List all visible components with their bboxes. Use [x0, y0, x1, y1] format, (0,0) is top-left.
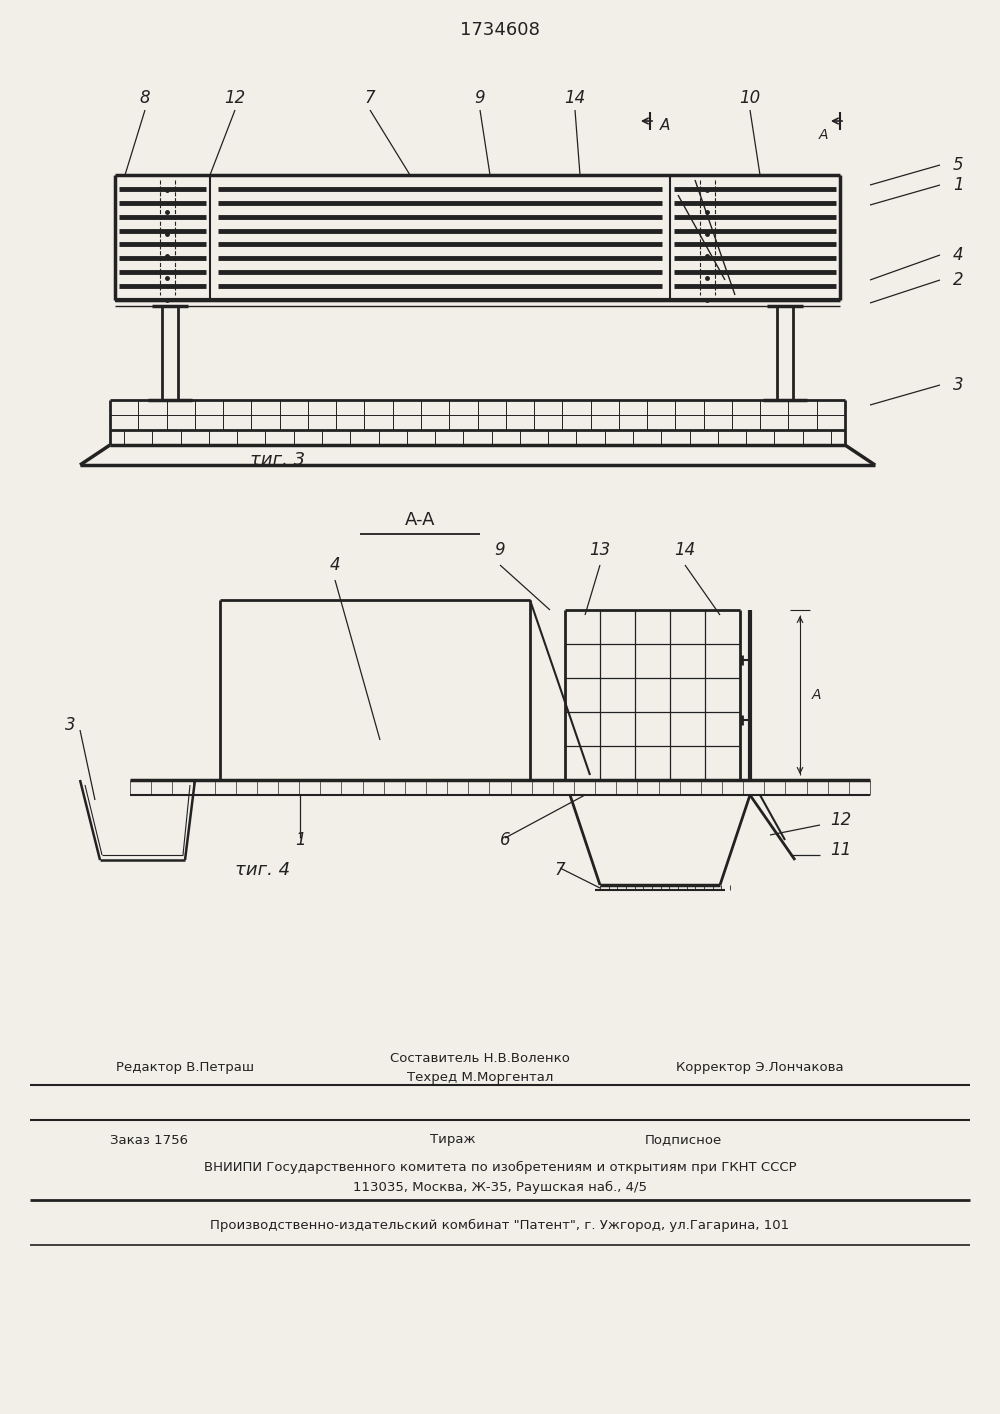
Text: 9: 9: [495, 542, 505, 559]
Text: 1734608: 1734608: [460, 21, 540, 40]
Text: A: A: [660, 117, 670, 133]
Text: Тираж: Тираж: [430, 1134, 476, 1147]
Text: A: A: [812, 689, 822, 701]
Text: 12: 12: [830, 812, 851, 829]
Text: Техред М.Моргентал: Техред М.Моргентал: [407, 1072, 553, 1085]
Text: Редактор В.Петраш: Редактор В.Петраш: [116, 1060, 254, 1073]
Text: A: A: [818, 129, 828, 141]
Text: τиг. 4: τиг. 4: [235, 861, 290, 880]
Text: 5: 5: [953, 156, 963, 174]
Text: 7: 7: [555, 861, 565, 880]
Text: 12: 12: [224, 89, 246, 107]
Text: Заказ 1756: Заказ 1756: [110, 1134, 188, 1147]
Text: 3: 3: [953, 376, 963, 395]
Text: 113035, Москва, Ж-35, Раушская наб., 4/5: 113035, Москва, Ж-35, Раушская наб., 4/5: [353, 1181, 647, 1193]
Text: 14: 14: [564, 89, 586, 107]
Text: τиг. 3: τиг. 3: [250, 451, 305, 469]
Text: Составитель Н.В.Воленко: Составитель Н.В.Воленко: [390, 1052, 570, 1065]
Text: 2: 2: [953, 271, 963, 288]
Text: Корректор Э.Лончакова: Корректор Э.Лончакова: [676, 1062, 844, 1075]
Text: 14: 14: [674, 542, 696, 559]
Text: Подписное: Подписное: [645, 1134, 722, 1147]
Text: 1: 1: [295, 831, 305, 848]
Text: ВНИИПИ Государственного комитета по изобретениям и открытиям при ГКНТ СССР: ВНИИПИ Государственного комитета по изоб…: [204, 1161, 796, 1174]
Text: 3: 3: [65, 715, 75, 734]
Text: 10: 10: [739, 89, 761, 107]
Text: 8: 8: [140, 89, 150, 107]
Text: 11: 11: [830, 841, 851, 858]
Text: 13: 13: [589, 542, 611, 559]
Text: 9: 9: [475, 89, 485, 107]
Text: 1: 1: [953, 175, 963, 194]
Text: Производственно-издательский комбинат "Патент", г. Ужгород, ул.Гагарина, 101: Производственно-издательский комбинат "П…: [210, 1219, 790, 1232]
Text: 7: 7: [365, 89, 375, 107]
Text: 4: 4: [953, 246, 963, 264]
Text: A-A: A-A: [405, 510, 435, 529]
Text: 6: 6: [500, 831, 510, 848]
Text: 4: 4: [330, 556, 340, 574]
